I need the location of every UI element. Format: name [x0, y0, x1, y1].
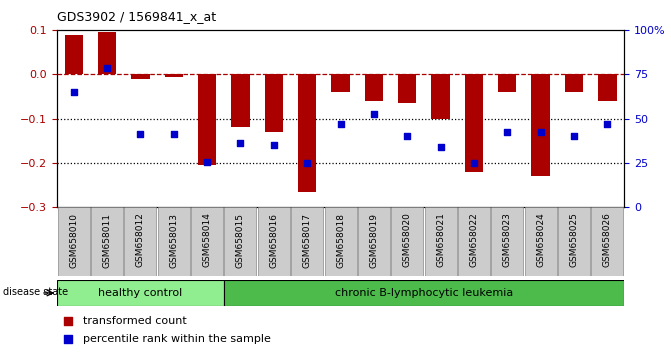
Bar: [531, 74, 550, 176]
Point: [102, 65, 113, 70]
FancyBboxPatch shape: [425, 207, 456, 276]
Text: GSM658016: GSM658016: [269, 213, 278, 268]
Point: [202, 159, 213, 165]
Text: GSM658023: GSM658023: [503, 213, 512, 268]
Text: GSM658019: GSM658019: [369, 213, 378, 268]
Bar: [598, 74, 617, 101]
Bar: [164, 74, 183, 76]
FancyBboxPatch shape: [525, 207, 557, 276]
Text: chronic B-lymphocytic leukemia: chronic B-lymphocytic leukemia: [335, 288, 513, 298]
Text: GSM658011: GSM658011: [103, 213, 111, 268]
Point: [535, 129, 546, 135]
FancyBboxPatch shape: [225, 207, 256, 276]
FancyBboxPatch shape: [58, 207, 90, 276]
Bar: [465, 74, 483, 172]
Point: [268, 142, 279, 148]
Point: [68, 89, 79, 95]
Text: GSM658026: GSM658026: [603, 213, 612, 268]
Text: healthy control: healthy control: [98, 288, 183, 298]
FancyBboxPatch shape: [291, 207, 323, 276]
Bar: [565, 74, 583, 92]
FancyBboxPatch shape: [224, 280, 624, 306]
Bar: [231, 74, 250, 127]
Point: [402, 133, 413, 139]
FancyBboxPatch shape: [258, 207, 290, 276]
Point: [468, 160, 479, 166]
Bar: [398, 74, 417, 103]
Point: [502, 129, 513, 135]
Bar: [98, 32, 116, 74]
FancyBboxPatch shape: [591, 207, 623, 276]
Text: GSM658015: GSM658015: [236, 213, 245, 268]
Text: GSM658013: GSM658013: [169, 213, 178, 268]
Text: GSM658024: GSM658024: [536, 213, 545, 267]
Text: GSM658022: GSM658022: [470, 213, 478, 267]
FancyBboxPatch shape: [325, 207, 356, 276]
Bar: [132, 74, 150, 79]
Bar: [431, 74, 450, 119]
Bar: [498, 74, 517, 92]
Text: GSM658020: GSM658020: [403, 213, 412, 268]
Bar: [365, 74, 383, 101]
Text: GSM658017: GSM658017: [303, 213, 312, 268]
Text: GSM658018: GSM658018: [336, 213, 345, 268]
Text: GSM658014: GSM658014: [203, 213, 211, 268]
Text: transformed count: transformed count: [83, 316, 187, 326]
Text: GDS3902 / 1569841_x_at: GDS3902 / 1569841_x_at: [57, 10, 216, 23]
Bar: [198, 74, 216, 165]
FancyBboxPatch shape: [191, 207, 223, 276]
Bar: [264, 74, 283, 132]
FancyBboxPatch shape: [391, 207, 423, 276]
Text: GSM658012: GSM658012: [136, 213, 145, 268]
FancyBboxPatch shape: [558, 207, 590, 276]
Text: disease state: disease state: [3, 287, 68, 297]
Bar: [64, 34, 83, 74]
FancyBboxPatch shape: [124, 207, 156, 276]
Point: [368, 111, 379, 117]
Point: [435, 144, 446, 150]
Point: [302, 160, 313, 166]
Point: [63, 336, 74, 342]
FancyBboxPatch shape: [158, 207, 190, 276]
Point: [135, 131, 146, 137]
FancyBboxPatch shape: [91, 207, 123, 276]
Text: GSM658021: GSM658021: [436, 213, 445, 268]
FancyBboxPatch shape: [458, 207, 490, 276]
Text: GSM658010: GSM658010: [69, 213, 79, 268]
Bar: [298, 74, 316, 192]
FancyBboxPatch shape: [491, 207, 523, 276]
FancyBboxPatch shape: [358, 207, 390, 276]
Bar: [331, 74, 350, 92]
Point: [568, 133, 579, 139]
Point: [602, 121, 613, 127]
Point: [63, 318, 74, 324]
Point: [168, 131, 179, 137]
Text: percentile rank within the sample: percentile rank within the sample: [83, 334, 270, 344]
Point: [336, 121, 346, 127]
Point: [235, 140, 246, 146]
FancyBboxPatch shape: [57, 280, 224, 306]
Text: GSM658025: GSM658025: [570, 213, 578, 268]
